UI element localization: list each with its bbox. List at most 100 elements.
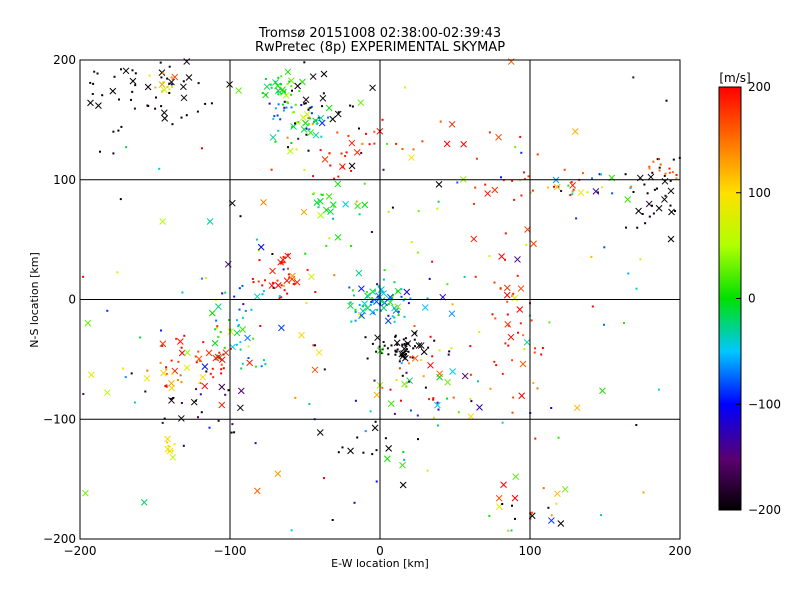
- y-axis-ticks: −200 −100 0 100 200: [43, 53, 76, 546]
- data-point-cross: [420, 348, 428, 356]
- data-point: [403, 350, 406, 353]
- data-point: [257, 280, 260, 283]
- data-point-cross: [401, 380, 408, 388]
- data-point: [409, 409, 412, 412]
- data-point: [520, 151, 523, 154]
- data-point: [124, 376, 127, 379]
- data-point: [303, 168, 306, 171]
- data-point: [291, 89, 293, 92]
- data-point: [456, 181, 459, 184]
- data-point-cross: [383, 455, 391, 463]
- data-point-cross: [283, 277, 291, 284]
- data-point: [519, 322, 522, 325]
- data-point: [159, 61, 162, 64]
- data-point: [175, 337, 178, 340]
- data-point-cross: [312, 117, 319, 125]
- data-point: [657, 388, 660, 391]
- data-point: [636, 226, 639, 229]
- data-point: [611, 192, 614, 195]
- data-point: [428, 277, 431, 280]
- data-point: [376, 308, 379, 311]
- data-point: [154, 107, 157, 110]
- data-point-cross: [199, 373, 207, 381]
- data-point-cross: [667, 235, 675, 243]
- data-point: [390, 344, 393, 347]
- data-point: [391, 297, 394, 300]
- data-point-cross: [278, 324, 285, 332]
- data-point: [354, 399, 357, 402]
- data-point: [320, 193, 323, 196]
- data-point: [534, 437, 537, 440]
- data-point-cross: [122, 67, 130, 75]
- data-point-cross: [448, 120, 456, 128]
- data-point: [288, 80, 291, 83]
- data-point: [368, 293, 371, 296]
- data-point-cross: [218, 356, 226, 364]
- data-point: [238, 287, 241, 290]
- data-point: [160, 329, 162, 332]
- data-point-cross: [514, 256, 521, 263]
- data-point: [350, 245, 353, 247]
- y-tick-label: 0: [68, 293, 76, 307]
- data-point: [341, 446, 344, 449]
- data-point: [290, 106, 293, 109]
- data-point: [669, 204, 672, 207]
- colorbar-tick-label: 0: [748, 292, 756, 306]
- data-point: [247, 345, 250, 348]
- chart-subtitle: RwPretec (8p) EXPERIMENTAL SKYMAP: [255, 40, 505, 55]
- data-point-cross: [325, 104, 333, 112]
- data-point: [469, 398, 472, 400]
- data-point: [507, 529, 510, 532]
- data-point-cross: [434, 401, 441, 409]
- data-point: [643, 183, 646, 186]
- data-point: [519, 135, 522, 138]
- data-point-cross: [140, 499, 148, 506]
- data-point: [353, 294, 355, 297]
- data-point: [333, 274, 336, 277]
- data-point: [575, 217, 578, 220]
- data-point-cross: [503, 284, 511, 292]
- data-point-cross: [399, 461, 406, 469]
- data-point: [270, 86, 273, 89]
- data-point: [627, 272, 630, 275]
- data-point: [648, 165, 651, 168]
- data-point-cross: [253, 293, 261, 300]
- data-point: [303, 102, 306, 105]
- data-point: [350, 169, 353, 172]
- data-point: [504, 342, 507, 345]
- data-point-cross: [109, 87, 117, 95]
- data-point: [364, 336, 367, 339]
- x-tick-label: 0: [376, 544, 384, 558]
- data-point: [510, 529, 513, 532]
- data-point: [120, 125, 123, 128]
- data-point: [167, 450, 170, 453]
- data-point: [374, 420, 377, 423]
- data-point-cross: [206, 218, 214, 225]
- data-point-cross: [357, 99, 365, 107]
- data-point-cross: [394, 287, 402, 295]
- data-point: [167, 445, 170, 448]
- data-point: [641, 213, 644, 215]
- data-point: [375, 449, 378, 452]
- data-point: [274, 140, 277, 143]
- data-point: [82, 393, 85, 395]
- data-point-cross: [289, 272, 296, 280]
- data-point: [295, 121, 298, 124]
- data-point-cross: [316, 429, 324, 436]
- data-point-cross: [318, 119, 326, 127]
- data-point: [199, 359, 202, 362]
- data-point: [512, 292, 515, 295]
- data-point: [344, 155, 347, 157]
- data-point-cross: [302, 119, 309, 127]
- data-point-cross: [553, 183, 561, 191]
- data-point-cross: [359, 307, 367, 315]
- data-point-cross: [334, 233, 342, 241]
- data-point-cross: [144, 83, 152, 91]
- data-point: [436, 401, 439, 404]
- data-point: [220, 363, 223, 366]
- data-point: [397, 310, 400, 313]
- data-point: [371, 296, 374, 299]
- data-point: [664, 172, 667, 175]
- data-point: [598, 173, 601, 176]
- data-point-cross: [369, 308, 377, 316]
